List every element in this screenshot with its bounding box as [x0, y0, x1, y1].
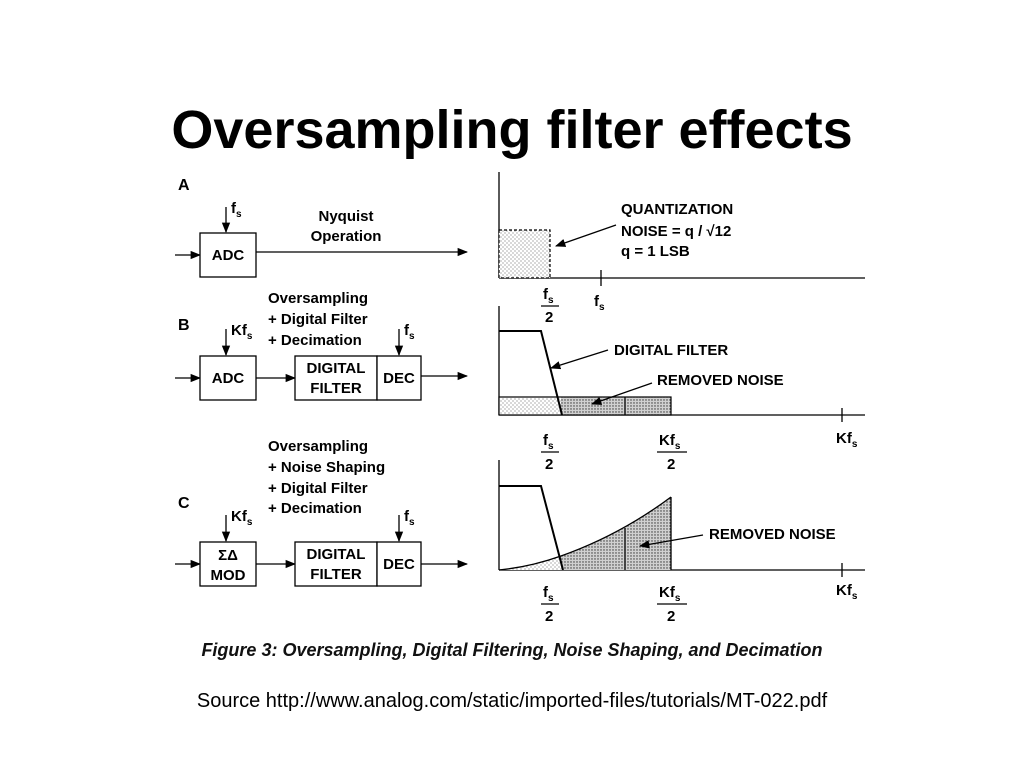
digital-filter-b-line1: DIGITAL	[307, 360, 366, 377]
nyquist-label-line2: Operation	[311, 228, 382, 245]
shaped-noise-removed-region	[561, 497, 671, 570]
svg-text:Kfs: Kfs	[659, 432, 681, 452]
quantization-noise-line1: QUANTIZATION	[621, 201, 733, 218]
panel-b-letter: B	[178, 317, 190, 334]
kfs-label-c: Kfs	[836, 582, 858, 602]
sigma-delta-mod-line2: MOD	[211, 567, 246, 584]
dec-b-label: DEC	[383, 370, 415, 387]
dec-b-clock-label: fs	[404, 322, 415, 342]
digital-filter-label-b: DIGITAL FILTER	[614, 342, 728, 359]
panel-c-desc-line3: + Digital Filter	[268, 480, 368, 497]
dec-c-clock-label: fs	[404, 508, 415, 528]
svg-text:2: 2	[667, 456, 675, 473]
oversampling-diagram: A fs ADC Nyquist Operation QUANTIZATION …	[175, 172, 865, 660]
fs-half-label-c: fs 2	[541, 584, 559, 625]
adc-b-block	[199, 355, 257, 401]
svg-text:Kfs: Kfs	[659, 584, 681, 604]
adc-a-clock-label: fs	[231, 200, 242, 220]
digital-filter-b-block	[294, 355, 378, 401]
fs-label-a: fs	[594, 293, 605, 313]
quantization-noise-pointer	[555, 224, 617, 247]
quantization-noise-region	[498, 229, 551, 279]
adc-b-label: ADC	[212, 370, 245, 387]
spectrum-b-removed-noise	[561, 397, 671, 415]
panel-c-letter: C	[178, 495, 190, 512]
sigma-delta-mod-line1: ΣΔ	[218, 547, 238, 564]
digital-filter-pointer-b	[550, 349, 609, 370]
kfs-label-b: Kfs	[836, 430, 858, 450]
panel-c-desc-line2: + Noise Shaping	[268, 459, 385, 476]
digital-filter-b-line2: FILTER	[310, 380, 362, 397]
source-citation: Source http://www.analog.com/static/impo…	[196, 690, 828, 712]
dec-b-block	[376, 355, 422, 401]
spectrum-b-passband-noise	[499, 397, 561, 415]
panel-b-desc-line3: + Decimation	[268, 332, 362, 349]
spectrum-b-noise-outline	[498, 396, 672, 416]
svg-text:fs: fs	[543, 286, 554, 306]
mod-c-clock-label: Kfs	[231, 508, 253, 528]
digital-filter-c-line1: DIGITAL	[307, 546, 366, 563]
slide-title: Oversampling filter effects	[171, 100, 853, 161]
svg-text:2: 2	[545, 309, 553, 326]
sigma-delta-mod-block	[199, 541, 257, 587]
removed-noise-pointer-b	[591, 382, 653, 405]
shaped-noise-passband	[499, 556, 561, 570]
adc-b-clock-label: Kfs	[231, 322, 253, 342]
removed-noise-label-b: REMOVED NOISE	[657, 372, 784, 389]
svg-text:2: 2	[667, 608, 675, 625]
svg-text:2: 2	[545, 456, 553, 473]
svg-text:2: 2	[545, 608, 553, 625]
panel-a-letter: A	[178, 177, 190, 194]
digital-filter-c-block	[294, 541, 378, 587]
shaped-noise-curve	[498, 496, 672, 571]
nyquist-label-line1: Nyquist	[318, 208, 373, 225]
dec-c-label: DEC	[383, 556, 415, 573]
digital-filter-response-c	[499, 485, 564, 571]
adc-a-block	[199, 232, 257, 278]
fs-half-label-b: fs 2	[541, 432, 559, 473]
kfs-half-label-b: Kfs 2	[657, 432, 687, 473]
panel-b-desc-line2: + Digital Filter	[268, 311, 368, 328]
digital-filter-response-b	[499, 330, 563, 416]
kfs-half-label-c: Kfs 2	[657, 584, 687, 625]
svg-text:fs: fs	[543, 432, 554, 452]
svg-text:fs: fs	[543, 584, 554, 604]
fs-half-label-a: fs 2	[541, 286, 559, 326]
panel-b-desc-line1: Oversampling	[268, 290, 368, 307]
figure-caption: Figure 3: Oversampling, Digital Filterin…	[201, 640, 822, 660]
dec-c-block	[376, 541, 422, 587]
adc-a-label: ADC	[212, 247, 245, 264]
removed-noise-pointer-c	[638, 534, 704, 549]
removed-noise-label-c: REMOVED NOISE	[709, 526, 836, 543]
quantization-noise-line2: NOISE = q / √12	[621, 223, 731, 240]
quantization-noise-line3: q = 1 LSB	[621, 243, 690, 260]
panel-c-desc-line4: + Decimation	[268, 500, 362, 517]
digital-filter-c-line2: FILTER	[310, 566, 362, 583]
panel-c-desc-line1: Oversampling	[268, 438, 368, 455]
